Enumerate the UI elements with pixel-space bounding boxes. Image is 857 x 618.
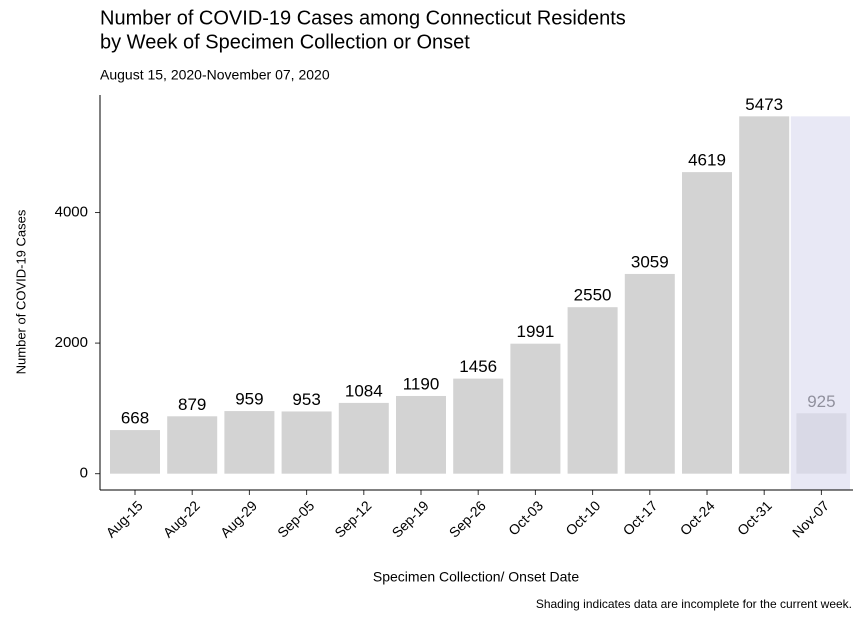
x-tick-label: Sep-19 [388,497,431,540]
data-label: 668 [121,409,149,428]
x-tick-label: Aug-15 [102,497,145,540]
data-label: 4619 [688,151,726,170]
y-axis-label: Number of COVID-19 Cases [13,209,28,374]
bar [338,402,389,474]
x-tick-label: Oct-17 [620,497,661,538]
data-label: 3059 [631,252,669,271]
note: Shading indicates data are incomplete fo… [536,597,852,611]
incomplete-shading [790,116,850,491]
x-axis-label: Specimen Collection/ Onset Date [373,569,579,585]
chart-title: Number of COVID-19 Cases among Connectic… [100,7,626,29]
data-label: 1456 [459,357,497,376]
data-label: 1190 [403,374,440,393]
bar [624,273,675,474]
bar [682,172,732,474]
data-label: 1991 [516,322,554,341]
x-tick-label: Aug-29 [217,497,260,540]
y-tick-label: 4000 [55,203,88,220]
y-tick-label: 2000 [55,334,88,351]
data-label: 959 [235,390,263,409]
x-tick-label: Oct-24 [677,497,718,538]
x-tick-label: Sep-05 [274,497,317,540]
x-tick-label: Oct-03 [505,497,546,538]
data-label: 5473 [745,95,783,114]
bar [453,378,504,474]
chart-title: by Week of Specimen Collection or Onset [100,31,470,53]
data-label: 2550 [574,286,612,305]
chart-subtitle: August 15, 2020-November 07, 2020 [100,67,330,83]
x-tick-label: Sep-26 [446,497,489,540]
x-tick-label: Oct-10 [562,497,603,538]
data-label: 953 [292,390,320,409]
x-tick-label: Aug-22 [160,497,203,540]
bar [396,395,446,474]
data-label: 879 [178,395,206,414]
x-tick-label: Nov-07 [789,497,832,540]
y-tick-label: 0 [80,465,88,482]
x-tick-label: Oct-31 [734,497,775,538]
bar [510,343,561,474]
bar [224,411,275,474]
x-tick-label: Sep-12 [331,497,374,540]
bar [567,307,618,474]
bar [167,416,218,474]
bar [110,430,160,474]
bar [739,116,790,474]
data-label: 1084 [345,381,383,400]
bar [281,411,332,474]
